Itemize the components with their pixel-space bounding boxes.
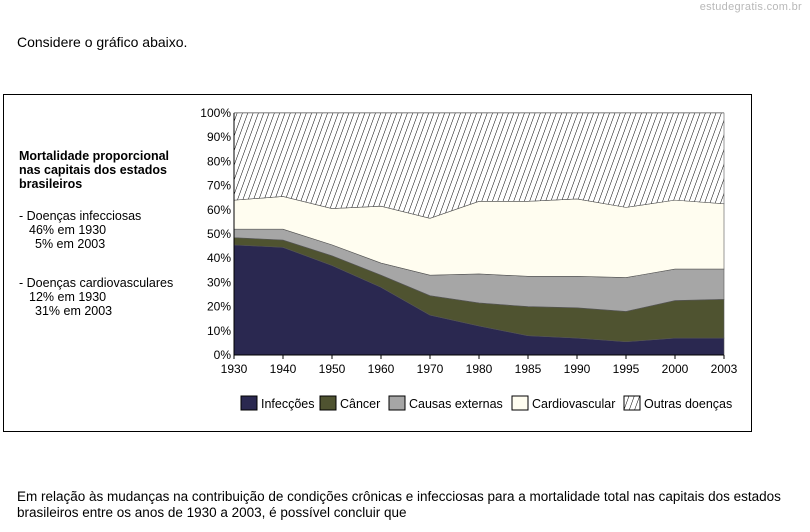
question-text: Em relação às mudanças na contribuição d… xyxy=(17,489,781,520)
legend-swatch-2 xyxy=(388,395,406,411)
x-tick-label: 1990 xyxy=(564,362,591,376)
y-tick-label: 0% xyxy=(214,348,232,362)
y-tick-label: 50% xyxy=(207,227,231,241)
y-tick-label: 60% xyxy=(207,203,231,217)
x-tick-label: 2000 xyxy=(662,362,689,376)
side-note-cardio-line1: 12% em 1930 xyxy=(29,290,107,304)
legend-label-0: Infecções xyxy=(261,397,315,411)
chart-frame: Mortalidade proporcional nas capitais do… xyxy=(3,94,752,432)
legend-swatch-0 xyxy=(240,395,258,411)
legend-swatch-4 xyxy=(623,395,641,411)
intro-text: Considere o gráfico abaixo. xyxy=(17,34,188,50)
x-tick-label: 1930 xyxy=(221,362,248,376)
y-tick-label: 30% xyxy=(207,275,231,289)
y-tick-label: 80% xyxy=(207,154,231,168)
x-tick-label: 2003 xyxy=(711,362,738,376)
x-tick-label: 1940 xyxy=(270,362,297,376)
side-note-infecciosas-line2: 5% em 2003 xyxy=(35,237,106,251)
y-tick-label: 10% xyxy=(207,324,231,338)
side-note-infecciosas-label: - Doenças infecciosas xyxy=(19,209,142,223)
x-tick-label: 1970 xyxy=(417,362,444,376)
side-panel-title: Mortalidade proporcional nas capitais do… xyxy=(19,149,170,191)
y-tick-label: 90% xyxy=(207,130,231,144)
legend-swatch-1 xyxy=(319,395,337,411)
x-tick-label: 1995 xyxy=(613,362,640,376)
side-note-cardiovasculares: - Doenças cardiovasculares 12% em 1930 3… xyxy=(19,276,194,318)
stacked-area-chart: 0% 10% 20% 30% 40% 50% 60% 70% 80% 90% 100% 1930 194… xyxy=(200,106,738,411)
y-tick-label: 100% xyxy=(200,106,231,120)
y-tick-label: 70% xyxy=(207,179,231,193)
legend-swatch-3 xyxy=(511,395,529,411)
x-tick-label: 1950 xyxy=(319,362,346,376)
side-note-cardio-line2: 31% em 2003 xyxy=(35,304,113,318)
x-tick-label: 1985 xyxy=(515,362,542,376)
x-tick-label: 1980 xyxy=(466,362,493,376)
legend-label-2: Causas externas xyxy=(409,397,503,411)
x-tick-label: 1960 xyxy=(368,362,395,376)
y-tick-label: 40% xyxy=(207,251,231,265)
side-note-cardio-label: - Doenças cardiovasculares xyxy=(19,276,174,290)
legend-label-3: Cardiovascular xyxy=(532,397,615,411)
side-note-infecciosas: - Doenças infecciosas 46% em 1930 5% em … xyxy=(19,209,194,251)
legend-label-1: Câncer xyxy=(340,397,380,411)
watermark: estudegratis.com.br xyxy=(699,1,802,13)
y-tick-label: 20% xyxy=(207,300,231,314)
side-note-infecciosas-line1: 46% em 1930 xyxy=(29,223,107,237)
legend-label-4: Outras doenças xyxy=(644,397,732,411)
area-series-4 xyxy=(233,112,725,219)
